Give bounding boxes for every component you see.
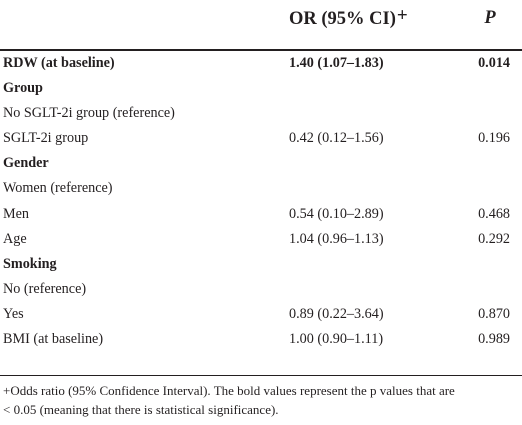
or-value: 0.54 (0.10–2.89) — [289, 205, 384, 222]
group-heading: Group — [3, 80, 43, 97]
p-value: 0.870 — [478, 305, 510, 322]
table-row: Women (reference) — [0, 175, 522, 200]
table-row: SGLT-2i group 0.42 (0.12–1.56) 0.196 — [0, 125, 522, 150]
row-label: Men — [3, 205, 30, 222]
header-or-label: OR (95% CI) — [289, 9, 396, 29]
p-value: 0.196 — [478, 130, 510, 147]
header-p: P — [484, 8, 496, 28]
footnote-line-1: +Odds ratio (95% Confidence Interval). T… — [3, 383, 455, 398]
header-or-mark: + — [396, 5, 408, 26]
table-row: No (reference) — [0, 276, 522, 301]
footnote-line-2: < 0.05 (meaning that there is statistica… — [3, 402, 279, 417]
row-label: Age — [3, 230, 27, 247]
p-value: 0.989 — [478, 331, 510, 348]
row-label: BMI (at baseline) — [3, 331, 104, 348]
table-row: No SGLT-2i group (reference) — [0, 100, 522, 125]
group-heading: Gender — [3, 155, 49, 172]
table-row: Group — [0, 75, 522, 100]
header-or: OR (95% CI)+ — [289, 5, 408, 30]
row-label: RDW (at baseline) — [3, 55, 115, 71]
p-value: 0.014 — [478, 55, 510, 71]
table-row: Age 1.04 (0.96–1.13) 0.292 — [0, 226, 522, 251]
table-header: OR (95% CI)+ P — [0, 0, 522, 49]
table-row: Gender — [0, 150, 522, 175]
or-value: 0.89 (0.22–3.64) — [289, 305, 384, 322]
or-value: 1.04 (0.96–1.13) — [289, 230, 384, 247]
table-row: RDW (at baseline) 1.40 (1.07–1.83) 0.014 — [0, 50, 522, 75]
p-value: 0.468 — [478, 205, 510, 222]
row-label: Yes — [3, 305, 24, 322]
or-value: 1.40 (1.07–1.83) — [289, 55, 384, 71]
footnote: +Odds ratio (95% Confidence Interval). T… — [3, 381, 518, 419]
table-row: BMI (at baseline) 1.00 (0.90–1.11) 0.989 — [0, 326, 522, 351]
or-value: 1.00 (0.90–1.11) — [289, 331, 384, 348]
table-row: Men 0.54 (0.10–2.89) 0.468 — [0, 201, 522, 226]
bottom-rule — [0, 375, 522, 377]
group-heading: Smoking — [3, 255, 57, 272]
header-rule — [0, 49, 522, 51]
row-label: No (reference) — [3, 280, 87, 297]
row-label: Women (reference) — [3, 180, 113, 197]
table-row: Smoking — [0, 251, 522, 276]
p-value: 0.292 — [478, 230, 510, 247]
table-row: Yes 0.89 (0.22–3.64) 0.870 — [0, 301, 522, 326]
row-label: No SGLT-2i group (reference) — [3, 105, 175, 122]
table-body: RDW (at baseline) 1.40 (1.07–1.83) 0.014 Gr… — [0, 50, 522, 351]
or-value: 0.42 (0.12–1.56) — [289, 130, 384, 147]
row-label: SGLT-2i group — [3, 130, 89, 147]
